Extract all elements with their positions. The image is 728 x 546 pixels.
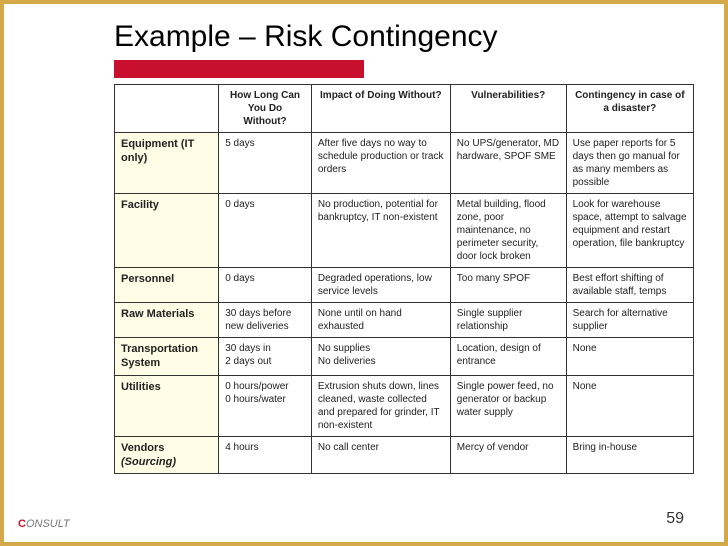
- cell: Single power feed, no generator or backu…: [450, 375, 566, 436]
- cell: No call center: [311, 436, 450, 474]
- table-row: Raw Materials30 days before new deliveri…: [115, 303, 694, 338]
- cell: 5 days: [219, 133, 312, 194]
- cell: None until on hand exhausted: [311, 303, 450, 338]
- footer-logo: CONSULT: [18, 518, 70, 530]
- risk-table-wrap: How Long Can You Do Without? Impact of D…: [114, 84, 694, 474]
- col-header-vulnerabilities: Vulnerabilities?: [450, 85, 566, 133]
- cell: Mercy of vendor: [450, 436, 566, 474]
- cell: Use paper reports for 5 days then go man…: [566, 133, 693, 194]
- cell: None: [566, 375, 693, 436]
- row-head: Facility: [115, 194, 219, 268]
- cell: No UPS/generator, MD hardware, SPOF SME: [450, 133, 566, 194]
- cell: Bring in-house: [566, 436, 693, 474]
- table-row: Personnel0 daysDegraded operations, low …: [115, 268, 694, 303]
- cell: Extrusion shuts down, lines cleaned, was…: [311, 375, 450, 436]
- cell: No production, potential for bankruptcy,…: [311, 194, 450, 268]
- cell: 0 days: [219, 194, 312, 268]
- row-head: Vendors (Sourcing): [115, 436, 219, 474]
- cell: No suppliesNo deliveries: [311, 338, 450, 376]
- table-row: Vendors (Sourcing)4 hoursNo call centerM…: [115, 436, 694, 474]
- slide-title: Example – Risk Contingency: [114, 20, 704, 54]
- cell: 0 days: [219, 268, 312, 303]
- cell: Single supplier relationship: [450, 303, 566, 338]
- slide-frame: Example – Risk Contingency How Long Can …: [0, 0, 728, 546]
- table-row: Equipment (IT only)5 daysAfter five days…: [115, 133, 694, 194]
- row-head: Personnel: [115, 268, 219, 303]
- cell: Look for warehouse space, attempt to sal…: [566, 194, 693, 268]
- row-head: Utilities: [115, 375, 219, 436]
- row-head: Transportation System: [115, 338, 219, 376]
- col-header-blank: [115, 85, 219, 133]
- col-header-impact: Impact of Doing Without?: [311, 85, 450, 133]
- cell: Best effort shifting of available staff,…: [566, 268, 693, 303]
- cell: Degraded operations, low service levels: [311, 268, 450, 303]
- row-head: Raw Materials: [115, 303, 219, 338]
- cell: Location, design of entrance: [450, 338, 566, 376]
- table-row: Transportation System30 days in2 days ou…: [115, 338, 694, 376]
- cell: 30 days in2 days out: [219, 338, 312, 376]
- page-number: 59: [666, 510, 684, 528]
- cell: 4 hours: [219, 436, 312, 474]
- col-header-duration: How Long Can You Do Without?: [219, 85, 312, 133]
- accent-bar: [114, 60, 364, 78]
- cell: Search for alternative supplier: [566, 303, 693, 338]
- risk-contingency-table: How Long Can You Do Without? Impact of D…: [114, 84, 694, 474]
- table-row: Facility0 daysNo production, potential f…: [115, 194, 694, 268]
- table-header-row: How Long Can You Do Without? Impact of D…: [115, 85, 694, 133]
- table-row: Utilities0 hours/power0 hours/waterExtru…: [115, 375, 694, 436]
- cell: Too many SPOF: [450, 268, 566, 303]
- col-header-contingency: Contingency in case of a disaster?: [566, 85, 693, 133]
- cell: Metal building, flood zone, poor mainten…: [450, 194, 566, 268]
- row-head: Equipment (IT only): [115, 133, 219, 194]
- cell: None: [566, 338, 693, 376]
- cell: After five days no way to schedule produ…: [311, 133, 450, 194]
- cell: 30 days before new deliveries: [219, 303, 312, 338]
- cell: 0 hours/power0 hours/water: [219, 375, 312, 436]
